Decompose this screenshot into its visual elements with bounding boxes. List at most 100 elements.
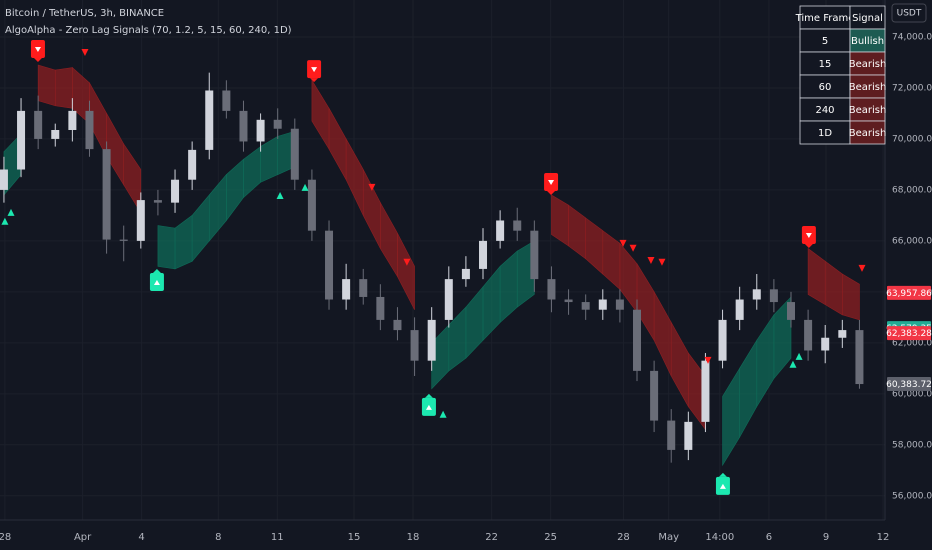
signal-label [715, 472, 730, 495]
candle-body [393, 319, 402, 331]
candle-body [547, 279, 556, 300]
table-text: Bearish [849, 105, 887, 116]
candle-body [444, 279, 453, 320]
y-tick-label: 66,000.00 [892, 236, 932, 246]
currency[interactable]: USDT [897, 9, 922, 19]
candle-body [307, 179, 316, 231]
candle-body [68, 110, 77, 130]
x-tick-label: 12 [877, 532, 890, 543]
signal-triangle [368, 183, 376, 191]
y-tick-label: 72,000.00 [892, 83, 932, 93]
chart-title: Bitcoin / TetherUS, 3h, BINANCE [5, 8, 164, 19]
x-tick-label: 25 [544, 532, 557, 543]
signal-label [544, 173, 559, 196]
candle-body [359, 279, 368, 297]
signal-triangle [619, 239, 627, 247]
signal-triangle [704, 356, 712, 364]
signal-triangle [7, 208, 15, 216]
table-text: Bearish [849, 128, 887, 139]
table-cell [849, 120, 886, 145]
x-tick-label: 8 [215, 532, 221, 543]
candle-body [102, 149, 111, 240]
table-text: 5 [822, 36, 828, 47]
y-tick-label: 74,000.00 [892, 32, 932, 42]
table-text: Bearish [849, 82, 887, 93]
candle-body [650, 370, 659, 421]
candle-body [273, 119, 282, 129]
signal-triangle [789, 360, 797, 368]
band-segment [54, 67, 73, 109]
signal-triangle [629, 244, 637, 252]
candle-body [701, 360, 710, 422]
signal-triangle [795, 352, 803, 360]
x-tick-label: 14:00 [705, 532, 734, 543]
x-tick-label: 28 [0, 532, 11, 543]
price-label: 63,957.86 [886, 289, 932, 299]
candle-body [633, 309, 642, 371]
x-tick-label: 28 [617, 532, 630, 543]
y-tick-label: 68,000.00 [892, 185, 932, 195]
candle-body [376, 296, 385, 320]
signal-label [30, 39, 45, 62]
signal-label [801, 226, 816, 249]
signal-arrow [805, 233, 812, 239]
price-label-box [887, 285, 931, 300]
table-text: 60 [819, 82, 832, 93]
signal-triangle [81, 49, 89, 56]
candle-body [735, 299, 744, 320]
candle-body [51, 130, 60, 139]
price-label: 60,383.72 [886, 380, 932, 390]
candle-body [427, 319, 436, 361]
candle-body [256, 119, 265, 142]
x-tick-label: 18 [407, 532, 420, 543]
candle-body [119, 239, 128, 241]
signal-arrow [311, 67, 318, 73]
signal-triangle [276, 192, 284, 200]
candle-body [239, 110, 248, 142]
candle-body [325, 230, 334, 300]
x-tick-label: 6 [766, 532, 772, 543]
band-segment [157, 225, 176, 270]
indicator-name: AlgoAlpha - Zero Lag Signals (70, 1.2, 5… [5, 25, 292, 36]
candle-body [718, 319, 727, 361]
y-tick-label: 58,000.00 [892, 440, 932, 450]
currency-box[interactable] [891, 3, 927, 23]
candle-body [855, 330, 864, 385]
signal-label [421, 393, 436, 416]
candle-body [34, 110, 43, 139]
signal-triangle [403, 258, 411, 266]
candle-body [461, 268, 470, 280]
signal-arrow [34, 46, 41, 52]
candle-body [752, 289, 761, 300]
candle-body [496, 220, 505, 241]
price-label-box [887, 377, 931, 392]
y-tick-label: 62,000.00 [892, 338, 932, 348]
table-text: 240 [815, 105, 834, 116]
candle-body [222, 90, 231, 111]
x-tick-label: 4 [138, 532, 144, 543]
candle-body [85, 110, 94, 150]
signal-arrow [425, 404, 432, 410]
signal-triangle [301, 183, 309, 191]
signal-label [307, 60, 322, 83]
signal-triangle [439, 410, 447, 418]
axes: 56,000.0058,000.0060,000.0062,000.0064,0… [0, 32, 932, 543]
signal-triangle [658, 258, 666, 266]
signal-arrow [153, 279, 160, 285]
table-text: Bullish [851, 36, 884, 47]
x-tick-label: 22 [485, 532, 498, 543]
candle-body [136, 200, 145, 241]
table-text: 1D [818, 128, 832, 139]
candles [0, 72, 864, 463]
candle-body [769, 289, 778, 303]
candle-body [342, 279, 351, 300]
signal-label [149, 268, 164, 291]
table-text: Signal [852, 13, 883, 24]
candle-body [290, 128, 299, 180]
candle-body [598, 299, 607, 310]
candle-body [0, 169, 8, 190]
candle-body [410, 330, 419, 361]
candle-body [513, 220, 522, 231]
